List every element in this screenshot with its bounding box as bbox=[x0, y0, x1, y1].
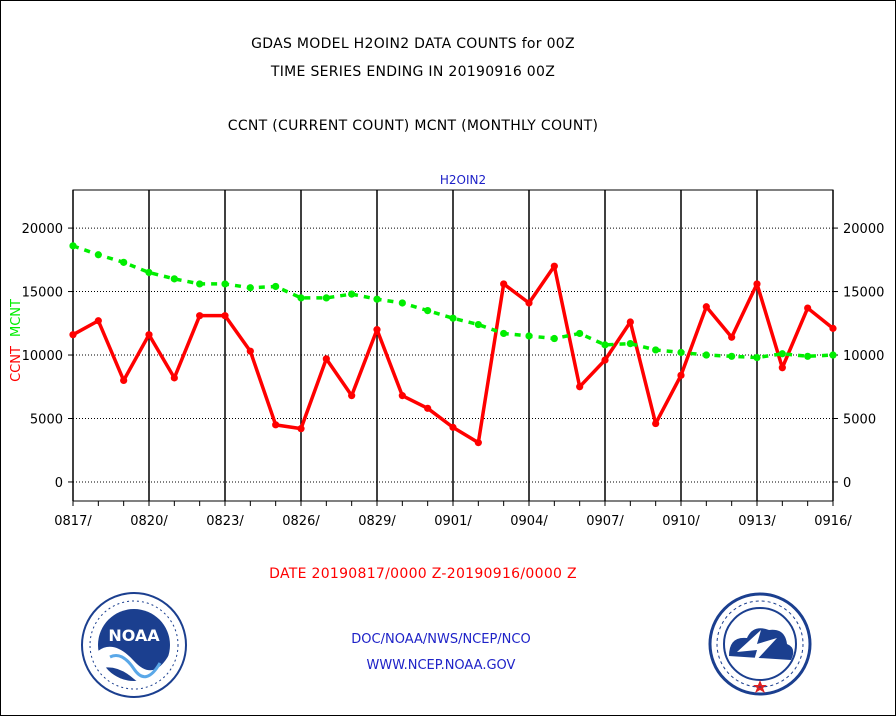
x-tick-label: 0904/ bbox=[510, 514, 548, 529]
data-point-mcnt bbox=[424, 306, 432, 315]
data-point-mcnt bbox=[196, 280, 204, 288]
data-point-ccnt bbox=[753, 280, 761, 288]
x-tick-label: 0829/ bbox=[358, 514, 396, 529]
x-tick-label: 0913/ bbox=[738, 514, 776, 529]
data-point-mcnt bbox=[652, 346, 660, 354]
y-tick-label-left: 5000 bbox=[30, 412, 63, 427]
x-tick-label: 0910/ bbox=[662, 514, 700, 529]
noaa-logo-icon: NOAA bbox=[81, 592, 187, 698]
x-tick-label: 0826/ bbox=[282, 514, 320, 529]
data-point-ccnt bbox=[145, 331, 153, 339]
y-tick-label-left: 10000 bbox=[22, 349, 63, 364]
y-axis-label-ccnt: CCNT bbox=[9, 346, 24, 382]
data-point-mcnt bbox=[728, 352, 736, 360]
axis-layer: 0817/0820/0823/0826/0829/0901/0904/0907/… bbox=[9, 173, 884, 529]
data-point-mcnt bbox=[145, 268, 153, 277]
series-layer bbox=[69, 242, 837, 447]
y-axis-label-mcnt: MCNT bbox=[9, 299, 24, 337]
data-point-ccnt bbox=[170, 374, 178, 382]
data-point-ccnt bbox=[626, 318, 634, 326]
data-point-ccnt bbox=[120, 376, 128, 385]
x-tick-label: 0823/ bbox=[206, 514, 244, 529]
data-point-mcnt bbox=[829, 351, 837, 359]
data-point-ccnt bbox=[702, 303, 710, 311]
data-point-mcnt bbox=[94, 251, 102, 259]
x-tick-label: 0817/ bbox=[54, 514, 92, 529]
data-point-mcnt bbox=[272, 282, 280, 291]
data-point-ccnt bbox=[500, 280, 508, 288]
x-tick-label: 0907/ bbox=[586, 514, 624, 529]
chart-title: GDAS MODEL H2OIN2 DATA COUNTS for 00Z bbox=[251, 36, 575, 52]
data-point-ccnt bbox=[246, 347, 254, 355]
data-point-ccnt bbox=[652, 419, 660, 428]
data-point-ccnt bbox=[322, 355, 330, 363]
data-point-ccnt bbox=[449, 423, 457, 431]
data-point-mcnt bbox=[500, 329, 508, 338]
data-point-ccnt bbox=[424, 404, 432, 412]
data-point-mcnt bbox=[778, 350, 786, 358]
data-point-mcnt bbox=[525, 332, 533, 340]
data-point-mcnt bbox=[69, 242, 77, 250]
data-point-ccnt bbox=[348, 392, 356, 400]
data-point-mcnt bbox=[398, 299, 406, 307]
data-point-ccnt bbox=[196, 312, 204, 320]
data-point-ccnt bbox=[778, 364, 786, 372]
data-point-ccnt bbox=[221, 312, 229, 320]
data-point-mcnt bbox=[120, 258, 128, 266]
data-point-ccnt bbox=[94, 317, 102, 325]
data-point-mcnt bbox=[550, 334, 558, 343]
data-point-mcnt bbox=[246, 284, 254, 292]
plot-title: H2OIN2 bbox=[440, 173, 486, 187]
chart-subtitle: TIME SERIES ENDING IN 20190916 00Z bbox=[270, 64, 556, 80]
data-point-mcnt bbox=[297, 294, 305, 302]
data-point-ccnt bbox=[728, 333, 736, 341]
x-tick-label: 0916/ bbox=[814, 514, 852, 529]
x-tick-label: 0820/ bbox=[130, 514, 168, 529]
data-point-mcnt bbox=[601, 341, 609, 349]
data-point-ccnt bbox=[525, 299, 533, 307]
y-tick-label-right: 0 bbox=[843, 476, 851, 491]
data-point-ccnt bbox=[398, 392, 406, 400]
data-point-ccnt bbox=[373, 326, 381, 334]
y-tick-label-right: 15000 bbox=[843, 286, 884, 301]
y-tick-label-right: 20000 bbox=[843, 222, 884, 237]
data-point-mcnt bbox=[449, 314, 457, 322]
data-point-mcnt bbox=[626, 339, 634, 348]
data-point-ccnt bbox=[829, 324, 837, 332]
data-point-mcnt bbox=[702, 351, 710, 359]
data-point-ccnt bbox=[297, 425, 305, 433]
noaa-logo-text: NOAA bbox=[108, 626, 160, 645]
data-point-mcnt bbox=[576, 329, 584, 338]
y-tick-label-right: 5000 bbox=[843, 412, 876, 427]
data-point-mcnt bbox=[170, 275, 178, 283]
x-tick-label: 0901/ bbox=[434, 514, 472, 529]
data-point-mcnt bbox=[221, 280, 229, 288]
data-point-mcnt bbox=[753, 353, 761, 362]
time-series-chart: 0817/0820/0823/0826/0829/0901/0904/0907/… bbox=[9, 173, 884, 529]
data-point-mcnt bbox=[348, 290, 356, 298]
y-tick-label-right: 10000 bbox=[843, 349, 884, 364]
date-range-label: DATE 20190817/0000 Z-20190916/0000 Z bbox=[269, 566, 577, 582]
data-point-ccnt bbox=[576, 383, 584, 391]
data-point-mcnt bbox=[373, 295, 381, 303]
y-tick-label-left: 15000 bbox=[22, 286, 63, 301]
grid-layer bbox=[68, 189, 838, 506]
y-tick-label-left: 20000 bbox=[22, 222, 63, 237]
url-link[interactable]: WWW.NCEP.NOAA.GOV bbox=[366, 658, 516, 673]
data-point-ccnt bbox=[474, 439, 482, 447]
data-point-ccnt bbox=[272, 421, 280, 429]
data-point-mcnt bbox=[474, 320, 482, 329]
data-point-ccnt bbox=[550, 262, 558, 270]
data-point-ccnt bbox=[804, 304, 812, 312]
data-point-mcnt bbox=[804, 352, 812, 360]
data-point-ccnt bbox=[677, 371, 685, 379]
data-point-ccnt bbox=[69, 331, 77, 339]
org-line: DOC/NOAA/NWS/NCEP/NCO bbox=[351, 632, 531, 647]
data-point-mcnt bbox=[322, 294, 330, 302]
nws-logo-icon bbox=[708, 592, 812, 696]
data-point-ccnt bbox=[601, 356, 609, 364]
y-tick-label-left: 0 bbox=[55, 476, 63, 491]
data-point-mcnt bbox=[677, 348, 685, 357]
legend-description: CCNT (CURRENT COUNT) MCNT (MONTHLY COUNT… bbox=[227, 118, 599, 134]
